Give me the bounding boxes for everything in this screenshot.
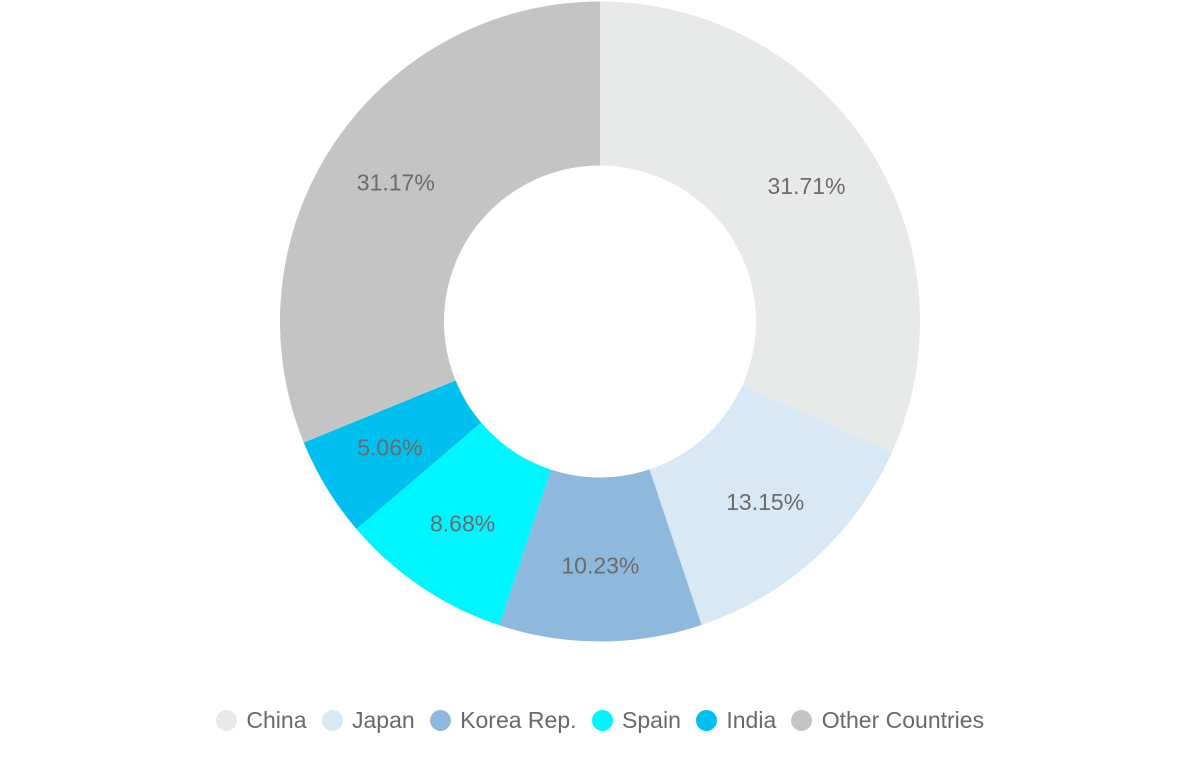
svg-text:31.71%: 31.71% — [767, 173, 845, 199]
svg-text:31.17%: 31.17% — [357, 169, 435, 195]
svg-text:13.15%: 13.15% — [726, 489, 804, 515]
svg-text:5.06%: 5.06% — [357, 434, 422, 460]
svg-text:8.68%: 8.68% — [430, 511, 495, 537]
svg-text:10.23%: 10.23% — [561, 553, 639, 579]
